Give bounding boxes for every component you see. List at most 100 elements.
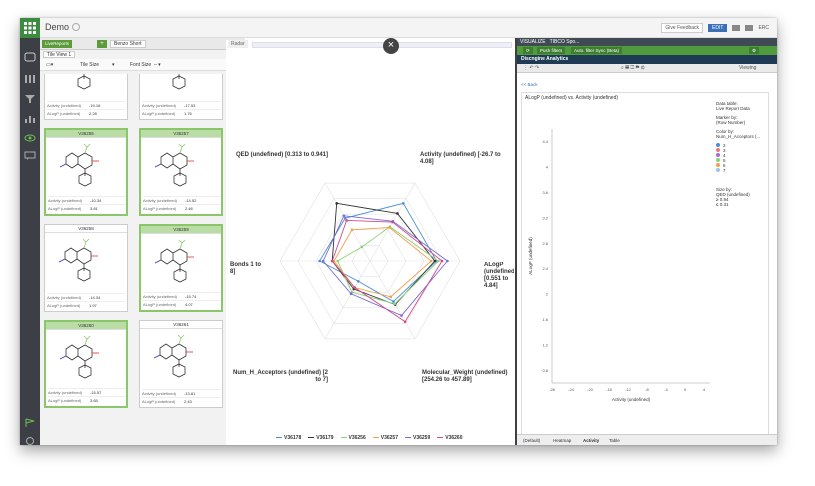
compound-tile[interactable]: V36256 Activity (undefined) -10.34 ALogP (u…	[44, 128, 128, 216]
radar-point[interactable]	[342, 214, 346, 218]
chart-nav-icon[interactable]	[24, 114, 36, 124]
tab-livereports[interactable]: LiveReports	[42, 40, 73, 48]
push-filters-button[interactable]: Push filters	[537, 47, 566, 54]
radar-point[interactable]	[403, 320, 407, 324]
legend-item-V36260[interactable]: V36260	[437, 435, 463, 441]
scatter-svg[interactable]: -28 -24 -20 -16 -12 -8 -4 0 4 0.8 1.2 1.6 2 2.4 2.8 3.2…	[522, 93, 770, 437]
radar-point[interactable]	[402, 202, 405, 205]
tibco-tab[interactable]: TIBCO Spo...	[549, 39, 580, 45]
user-menu[interactable]: ERC	[758, 25, 769, 31]
toolbar-right-icons[interactable]: ⌕ ▤ ◫ ⚑ ⚙	[621, 65, 645, 71]
scatter-plot: ALogP (undefined) vs. Activity (undefine…	[521, 92, 769, 436]
tile-view-tab[interactable]: Tile View 1	[43, 51, 76, 58]
color-legend-item[interactable]: 3	[716, 148, 726, 153]
radar-tab[interactable]: Radar	[228, 40, 248, 48]
radar-point[interactable]	[353, 286, 356, 289]
x-tick-label: -28	[549, 387, 556, 392]
compound-tile[interactable]: V36257 Activity (undefined) -14.52 ALogP (u…	[139, 128, 223, 216]
radar-panel: Radar QED (undefined) [0.313 to 0.941] A…	[226, 40, 515, 445]
legend-item-V36256[interactable]: V36256	[340, 435, 366, 441]
tile-size-stepper[interactable]: ▾	[112, 62, 115, 68]
app-grid-icon[interactable]	[20, 18, 40, 38]
radar-point[interactable]	[335, 202, 338, 205]
compound-id: V36258	[45, 225, 127, 233]
radar-point[interactable]	[349, 292, 353, 296]
radar-point[interactable]	[437, 259, 440, 263]
radar-point[interactable]	[330, 259, 334, 263]
radar-point[interactable]	[343, 216, 347, 220]
compound-tile[interactable]: V36258 Activity (undefined) -14.34 ALogP (u…	[44, 224, 128, 312]
radar-point[interactable]	[396, 212, 399, 215]
view-toggle-icon[interactable]: ▭▾	[46, 62, 54, 68]
refresh-icon[interactable]	[24, 436, 36, 445]
radar-point[interactable]	[332, 259, 336, 263]
radar-point[interactable]	[345, 219, 348, 222]
compound-id: V36260	[46, 322, 126, 330]
viewing-mode[interactable]: Viewing	[739, 65, 757, 71]
info-icon[interactable]	[72, 23, 81, 31]
filter-icon[interactable]	[24, 94, 36, 104]
legend-item-V36178[interactable]: V36178	[276, 435, 301, 441]
compound-tile[interactable]: Activity (undefined) -19.16 ALogP (undefin…	[44, 74, 128, 120]
legend-item-V36257[interactable]: V36257	[372, 435, 398, 441]
radar-point[interactable]	[321, 259, 325, 263]
axis-label-qed: QED (undefined) [0.313 to 0.941]	[235, 152, 328, 158]
eye-icon[interactable]	[24, 133, 36, 143]
lr-icon[interactable]	[24, 52, 36, 62]
give-feedback-button[interactable]: Give Feedback	[661, 23, 704, 33]
flag-icon[interactable]	[24, 418, 36, 428]
radar-point[interactable]	[429, 259, 433, 263]
toolbar-icons[interactable]: ⋮ ↶ ↷	[523, 65, 540, 71]
layout-icon[interactable]	[732, 25, 741, 31]
auto-filter-sync-button[interactable]: Auto. filter Sync (Beta)	[571, 47, 623, 54]
live-report-panel: LiveReports + Benzo Short Tile View 1 ▭▾…	[40, 38, 245, 445]
radar-point[interactable]	[400, 314, 403, 317]
visualize-menu[interactable]: VISUALIZE	[520, 39, 546, 45]
tab-benzo-short[interactable]: Benzo Short	[110, 40, 146, 48]
radar-point[interactable]	[446, 259, 449, 263]
columns-nav-icon[interactable]	[24, 74, 36, 84]
spotfire-action-bar: ⟳ Push filters Auto. filter Sync (Beta) …	[517, 46, 777, 55]
color-legend-item[interactable]: 7	[716, 168, 726, 173]
radar-point[interactable]	[388, 226, 391, 229]
tab-default[interactable]: (Default)	[523, 438, 541, 443]
compound-tile[interactable]: Activity (undefined) -17.53 ALogP (undefin…	[139, 74, 223, 120]
spotfire-header: VISUALIZE TIBCO Spo...	[517, 38, 777, 46]
compound-id: V36261	[140, 321, 222, 329]
radar-point[interactable]	[318, 259, 321, 263]
panel-divider[interactable]	[515, 38, 517, 445]
color-legend-item[interactable]: 5	[716, 158, 726, 163]
radar-point[interactable]	[393, 302, 397, 306]
edit-button[interactable]: EDIT	[708, 24, 728, 32]
compound-tile[interactable]: V36259 Activity (undefined) -15.74 ALogP (u…	[139, 224, 223, 312]
radar-point[interactable]	[336, 259, 339, 263]
font-size-stepper[interactable]: – ▾	[154, 62, 161, 68]
color-legend-item[interactable]: 4	[716, 153, 726, 158]
tab-table[interactable]: Table	[609, 438, 620, 443]
radar-point[interactable]	[392, 300, 395, 303]
radar-point[interactable]	[391, 220, 394, 224]
color-legend-item[interactable]: 2	[716, 143, 726, 148]
radar-point[interactable]	[357, 279, 360, 283]
tab-heatmap[interactable]: Heatmap	[553, 438, 572, 443]
back-link[interactable]: << Back	[521, 82, 538, 87]
plot-title: ALogP (undefined) vs. Activity (undefine…	[525, 95, 619, 101]
compound-tile[interactable]: V36261 Activity (undefined) -13.81 ALogP (u…	[139, 320, 223, 408]
radar-point[interactable]	[360, 245, 364, 249]
legend-item-V36179[interactable]: V36179	[308, 435, 334, 441]
refresh-button[interactable]: ⟳	[523, 47, 533, 54]
comment-icon[interactable]	[24, 151, 36, 161]
radar-point[interactable]	[433, 259, 437, 263]
tab-activity[interactable]: Activity	[583, 438, 600, 443]
compound-tile[interactable]: V36260 Activity (undefined) -15.57 ALogP (u…	[44, 320, 128, 408]
columns-icon[interactable]	[745, 25, 754, 31]
add-tab-button[interactable]: +	[97, 40, 107, 48]
radar-point[interactable]	[440, 259, 444, 263]
radar-point[interactable]	[389, 295, 392, 299]
close-icon[interactable]: ×	[383, 38, 399, 54]
color-legend-item[interactable]: 6	[716, 163, 726, 168]
settings-button[interactable]: ⚙	[749, 47, 760, 54]
legend-item-V36259[interactable]: V36259	[405, 435, 430, 441]
radar-point[interactable]	[350, 228, 354, 232]
tile-properties: Activity (undefined) -15.74 ALogP (undefin…	[143, 292, 221, 308]
